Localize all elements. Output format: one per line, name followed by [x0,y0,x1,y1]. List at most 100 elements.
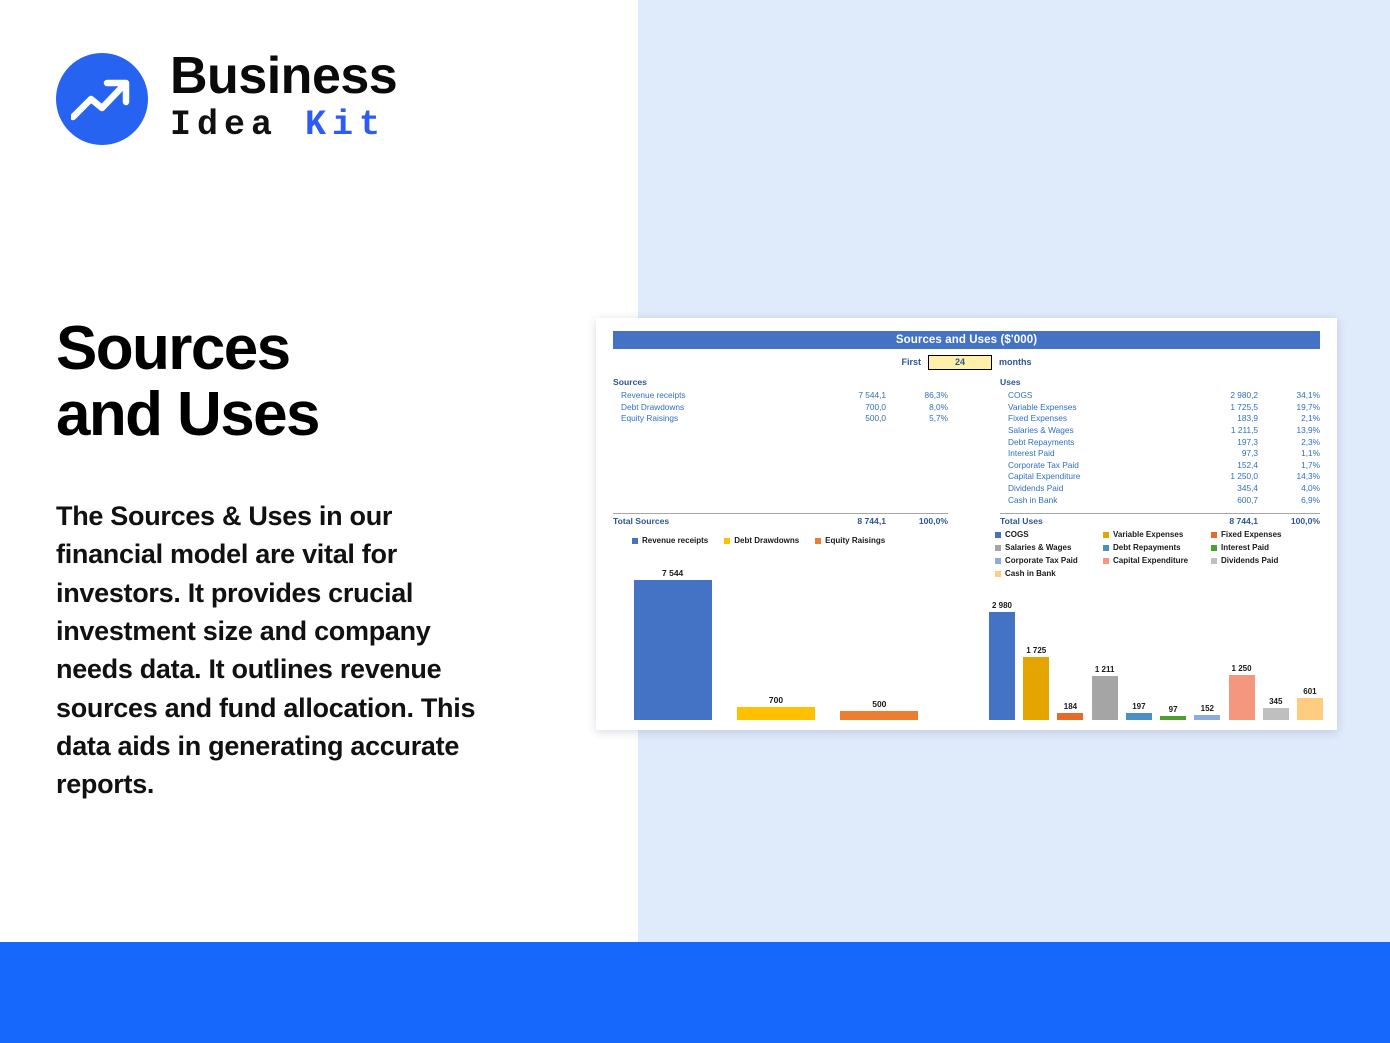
legend-item: Salaries & Wages [995,541,1103,554]
sources-total-row: Total Sources 8 744,1 100,0% [613,513,948,527]
row-percent: 5,7% [929,413,948,424]
bar [840,710,919,720]
legend-swatch-icon [1211,557,1217,564]
bar [1023,657,1050,720]
legend-item: COGS [995,528,1103,541]
footer-bar [0,942,1390,1043]
row-value: 197,3 [1237,436,1258,447]
row-percent: 1,1% [1301,448,1320,459]
bar-column: 2 980 [988,590,1016,720]
bar-value-label: 97 [1168,705,1178,714]
uses-chart-legend: COGS Variable Expenses Fixed Expenses Salar… [995,528,1325,580]
brand-name-secondary: Idea Kit [170,105,397,145]
table-row: Debt Drawdowns 700,0 8,0% [613,401,948,413]
row-label: Interest Paid [1008,448,1055,459]
bar [1091,676,1118,720]
row-value: 1 211,5 [1230,425,1258,436]
row-value: 700,0 [865,401,886,412]
table-row: Interest Paid 97,3 1,1% [1000,447,1320,459]
legend-swatch-icon [995,531,1001,538]
brand-kit-text: Kit [305,105,387,146]
sources-bar-chart: 7 544 700 500 [621,560,931,720]
total-percent: 100,0% [918,515,948,526]
bar [1296,698,1323,720]
bar-column: 1 211 [1091,590,1119,720]
table-row: Corporate Tax Paid 152,4 1,7% [1000,459,1320,471]
row-percent: 86,3% [924,390,948,401]
row-label: Salaries & Wages [1008,425,1074,436]
bar-value-label: 1 211 [1094,665,1115,675]
legend-item: Equity Raisings [815,534,885,547]
legend-swatch-icon [1211,531,1217,538]
row-percent: 34,1% [1296,390,1320,401]
page-description: The Sources & Uses in our financial mode… [56,501,476,800]
legend-item: Corporate Tax Paid [995,554,1103,567]
bar-value-label: 152 [1200,703,1214,713]
sources-table: Sources Revenue receipts 7 544,1 86,3% D… [613,377,948,526]
total-label: Total Sources [613,515,670,526]
bar-column: 700 [736,560,815,720]
legend-swatch-icon [815,537,822,544]
row-value: 97,3 [1241,448,1258,459]
left-panel-background [0,0,638,942]
bar-value-label: 1 725 [1026,646,1047,656]
bar-column: 1 250 [1228,590,1256,720]
table-row: Salaries & Wages 1 211,5 13,9% [1000,424,1320,436]
row-label: Debt Drawdowns [621,401,685,412]
bar [633,580,712,720]
table-row: Fixed Expenses 183,9 2,1% [1000,413,1320,425]
row-value: 7 544,1 [858,390,886,401]
row-percent: 14,3% [1296,471,1320,482]
row-percent: 8,0% [929,401,948,412]
row-value: 1 725,5 [1230,401,1258,412]
period-suffix-label: months [999,357,1032,367]
uses-table-header: Uses [1000,377,1021,387]
row-label: Corporate Tax Paid [1008,459,1079,470]
legend-item: Debt Repayments [1103,541,1211,554]
legend-item: Cash in Bank [995,567,1103,580]
bar-value-label: 1 250 [1231,663,1252,673]
legend-item: Fixed Expenses [1211,528,1319,541]
legend-item: Debt Drawdowns [724,534,799,547]
legend-swatch-icon [724,537,731,544]
total-value: 8 744,1 [1229,515,1258,526]
legend-label: Capital Expenditure [1113,556,1189,565]
sheet-title: Sources and Uses ($'000) [613,331,1320,349]
row-percent: 13,9% [1296,425,1320,436]
row-percent: 1,7% [1301,459,1320,470]
legend-swatch-icon [632,537,638,544]
bar [1057,713,1084,720]
period-selector-row: First 24 months [613,354,1320,370]
legend-label: Variable Expenses [1113,530,1184,539]
row-label: Equity Raisings [621,413,679,424]
period-months-input[interactable]: 24 [928,354,992,370]
bar-value-label: 184 [1063,702,1078,712]
table-row: Cash in Bank 600,7 6,9% [1000,494,1320,506]
bar-value-label: 700 [768,695,784,706]
legend-label: Fixed Expenses [1221,530,1282,539]
legend-label: COGS [1005,530,1029,539]
sources-table-header: Sources [613,377,647,387]
table-row: Equity Raisings 500,0 5,7% [613,413,948,425]
row-value: 345,4 [1237,483,1258,494]
row-label: Revenue receipts [621,390,686,401]
legend-label: Dividends Paid [1221,556,1279,565]
legend-label: Salaries & Wages [1005,543,1072,552]
brand-logo: Business Idea Kit [56,50,398,146]
bar [1194,714,1221,720]
legend-item: Variable Expenses [1103,528,1211,541]
row-label: Fixed Expenses [1008,413,1068,424]
legend-swatch-icon [1103,544,1109,551]
total-label: Total Uses [1000,515,1043,526]
row-percent: 2,3% [1301,436,1320,447]
bar-value-label: 345 [1269,696,1283,706]
legend-label: Debt Repayments [1113,543,1181,552]
table-row: Revenue receipts 7 544,1 86,3% [613,390,948,402]
row-label: Capital Expenditure [1008,471,1081,482]
bar-column: 500 [840,560,919,720]
bar [1228,674,1255,720]
legend-swatch-icon [1103,531,1109,538]
uses-total-row: Total Uses 8 744,1 100,0% [1000,513,1320,527]
row-label: COGS [1008,390,1033,401]
row-percent: 19,7% [1296,401,1320,412]
